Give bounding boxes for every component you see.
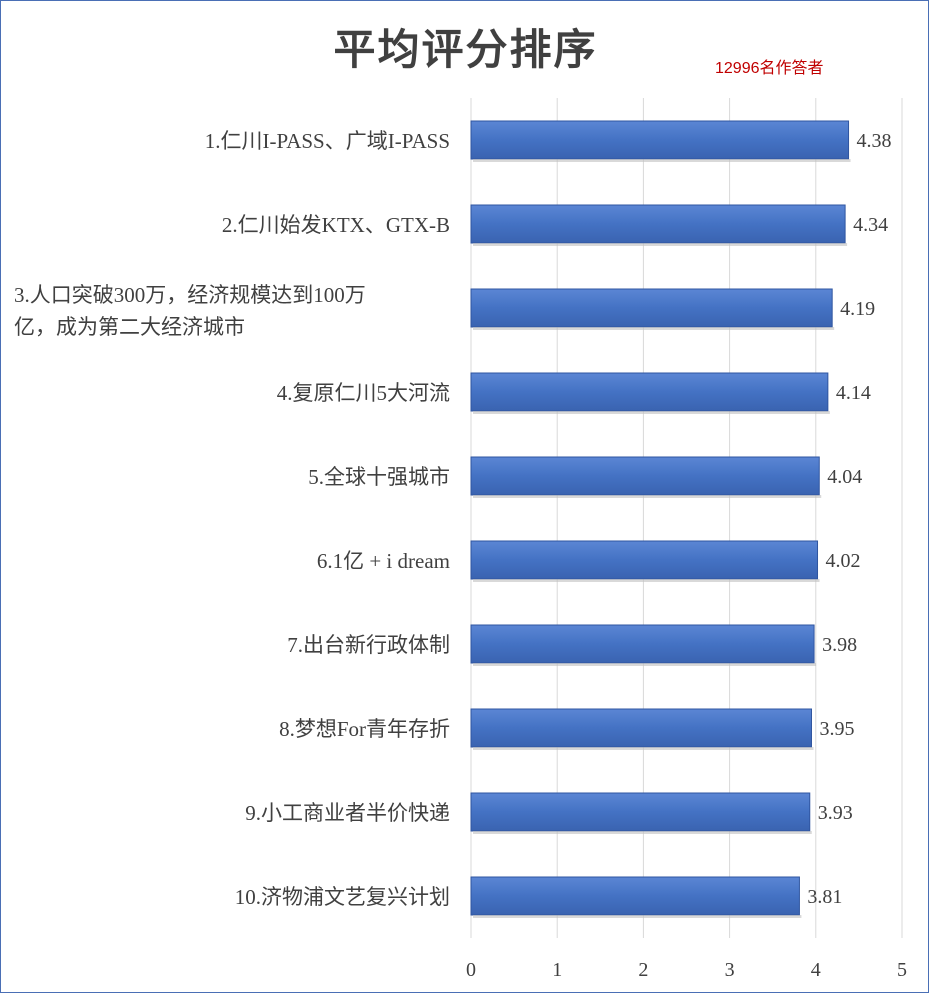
category-label: 8.梦想For青年存折 <box>279 717 450 741</box>
category-label: 5.全球十强城市 <box>308 465 450 489</box>
category-label: 1.仁川I-PASS、广域I-PASS <box>205 129 450 153</box>
bar <box>470 624 815 664</box>
category-label: 6.1亿 + i dream <box>317 549 450 573</box>
bar <box>470 120 850 160</box>
category-label: 2.仁川始发KTX、GTX-B <box>222 213 450 237</box>
bar-shadow <box>473 915 802 918</box>
bar <box>470 372 829 412</box>
bars <box>470 120 851 918</box>
category-label: 7.出台新行政体制 <box>287 633 450 657</box>
bar <box>470 540 819 580</box>
category-label-line: 亿，成为第二大经济城市 <box>14 315 245 339</box>
x-axis-ticks: 0 1 2 3 4 5 <box>466 959 907 981</box>
bar-shadow <box>473 411 830 414</box>
bar <box>470 456 820 496</box>
data-label: 3.93 <box>818 802 853 824</box>
category-label: 10.济物浦文艺复兴计划 <box>235 885 450 909</box>
bar <box>470 288 833 328</box>
data-label: 3.98 <box>822 634 857 656</box>
data-label: 4.14 <box>836 382 871 404</box>
category-labels: 1.仁川I-PASS、广域I-PASS 2.仁川始发KTX、GTX-B 3.人口突破… <box>14 129 450 909</box>
data-label: 4.38 <box>857 130 892 152</box>
bar-shadow <box>473 243 848 246</box>
bar-shadow <box>473 579 820 582</box>
x-tick-label: 2 <box>638 959 648 981</box>
data-label: 3.81 <box>807 886 842 908</box>
x-tick-label: 5 <box>897 959 907 981</box>
data-label: 4.19 <box>840 298 875 320</box>
data-label: 3.95 <box>819 718 854 740</box>
bar-shadow <box>473 831 812 834</box>
bar <box>470 876 800 916</box>
bar-shadow <box>473 327 835 330</box>
category-label: 9.小工商业者半价快递 <box>245 801 450 825</box>
data-label: 4.34 <box>853 214 888 236</box>
data-label: 4.04 <box>827 466 862 488</box>
category-label: 4.复原仁川5大河流 <box>277 381 450 405</box>
respondent-count: 12996名作答者 <box>715 60 824 77</box>
bar-shadow <box>473 747 814 750</box>
x-tick-label: 3 <box>725 959 735 981</box>
data-label: 4.02 <box>826 550 861 572</box>
bar-shadow <box>473 159 851 162</box>
bar <box>470 792 811 832</box>
bar <box>470 708 812 748</box>
category-label-line: 3.人口突破300万，经济规模达到100万 <box>14 283 366 307</box>
bar-shadow <box>473 495 822 498</box>
x-tick-label: 1 <box>552 959 562 981</box>
x-tick-label: 4 <box>811 959 821 981</box>
bar <box>470 204 846 244</box>
chart-title: 平均评分排序 <box>333 25 598 74</box>
bar-shadow <box>473 663 817 666</box>
value-labels: 4.38 4.34 4.19 4.14 4.04 4.02 3.98 3.95 3.93 3.81 <box>807 130 891 908</box>
x-tick-label: 0 <box>466 959 476 981</box>
